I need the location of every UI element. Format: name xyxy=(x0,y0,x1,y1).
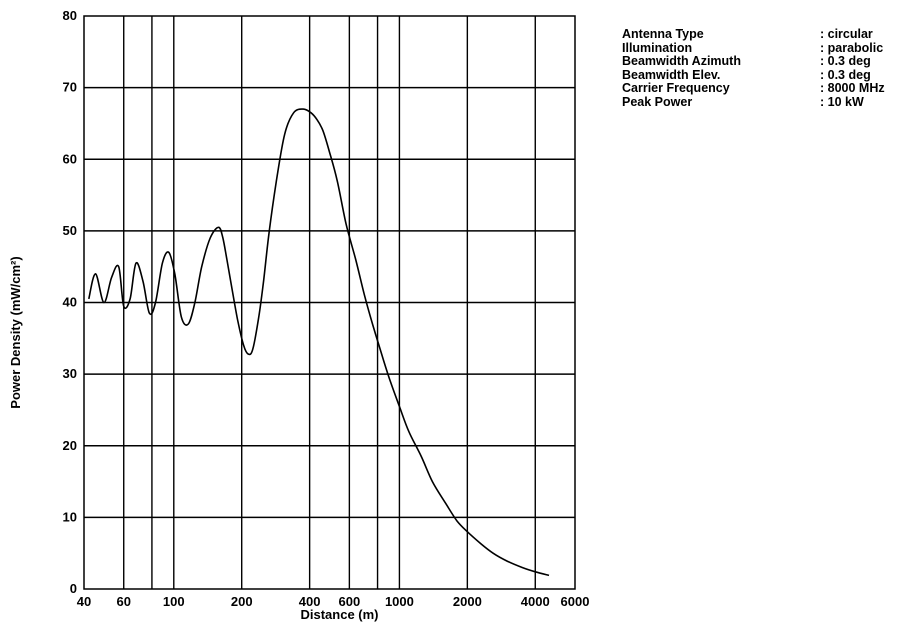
y-tick-label: 10 xyxy=(63,509,77,524)
x-tick-label: 60 xyxy=(116,594,130,609)
info-value: : 10 kW xyxy=(820,94,864,109)
info-row: Peak Power : 10 kW xyxy=(622,94,885,110)
info-row: Beamwidth Elev. : 0.3 deg xyxy=(622,67,885,83)
info-value: : 0.3 deg xyxy=(820,54,871,68)
x-tick-label: 600 xyxy=(339,594,361,609)
power-density-curve xyxy=(88,108,550,577)
x-tick-label: 1000 xyxy=(385,594,414,609)
x-tick-label: 2000 xyxy=(453,594,482,609)
info-label: Beamwidth Elev. xyxy=(622,67,721,82)
x-tick-label: 400 xyxy=(299,594,321,609)
info-row: Antenna Type : circular xyxy=(622,27,885,42)
info-value: : 0.3 deg xyxy=(820,67,871,82)
y-axis-title: Power Density (mW/cm²) xyxy=(8,256,23,408)
y-tick-labels: 0 10 20 30 40 50 60 70 80 xyxy=(63,8,77,596)
y-tick-label: 0 xyxy=(70,581,77,596)
info-row: Beamwidth Azimuth : 0.3 deg xyxy=(622,54,885,69)
x-tick-label: 4000 xyxy=(521,594,550,609)
info-label: Antenna Type xyxy=(622,27,704,41)
y-tick-label: 20 xyxy=(63,438,77,453)
info-value: : parabolic xyxy=(820,40,884,55)
info-label: Carrier Frequency xyxy=(622,81,730,95)
plot-frame xyxy=(83,15,576,590)
y-tick-label: 60 xyxy=(63,151,77,166)
info-row: Illumination : parabolic xyxy=(622,40,885,56)
antenna-parameters-table: Antenna Type : circular Illumination : p… xyxy=(622,27,885,110)
grid xyxy=(84,16,575,589)
x-tick-label: 100 xyxy=(163,594,185,609)
x-tick-labels: 40 60 100 200 400 600 1000 2000 4000 6000 xyxy=(77,594,590,609)
y-tick-label: 70 xyxy=(63,80,77,95)
x-axis-title: Distance (m) xyxy=(300,607,378,622)
info-value: : circular xyxy=(820,27,873,41)
y-tick-label: 30 xyxy=(63,366,77,381)
y-tick-label: 40 xyxy=(63,295,77,310)
y-tick-label: 50 xyxy=(63,223,77,238)
x-tick-label: 6000 xyxy=(561,594,590,609)
info-label: Beamwidth Azimuth xyxy=(622,54,741,68)
info-value: : 8000 MHz xyxy=(820,81,885,95)
info-label: Illumination xyxy=(622,40,693,55)
y-tick-label: 80 xyxy=(63,8,77,23)
info-label: Peak Power xyxy=(622,94,693,109)
x-tick-label: 200 xyxy=(231,594,253,609)
info-row: Carrier Frequency : 8000 MHz xyxy=(622,81,885,96)
x-tick-label: 40 xyxy=(77,594,91,609)
